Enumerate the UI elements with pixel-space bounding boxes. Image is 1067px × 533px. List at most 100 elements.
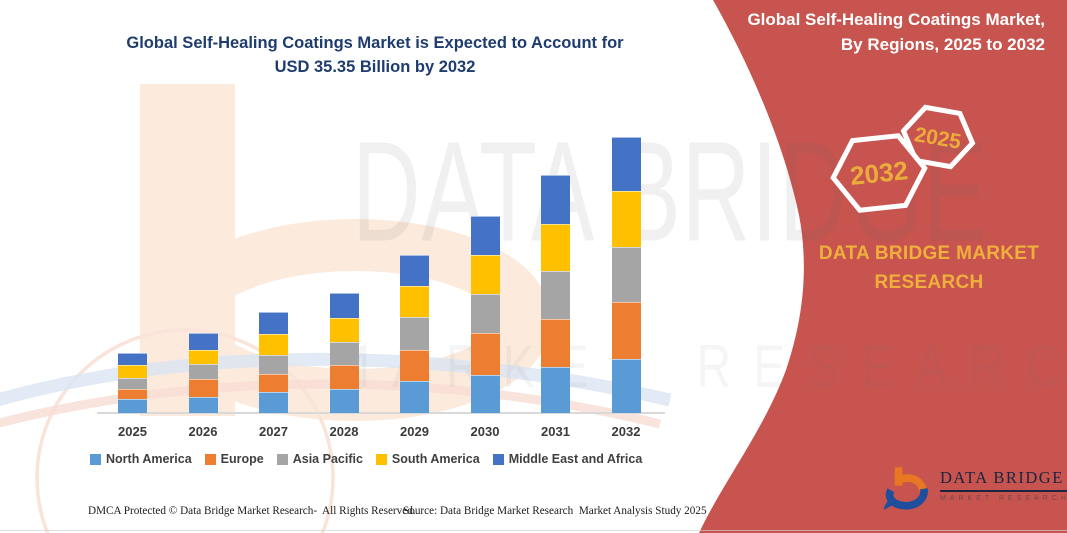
legend-swatch-icon <box>90 453 101 465</box>
bar-segment-north-america <box>470 374 500 413</box>
legend-label: North America <box>106 452 192 466</box>
legend-label: Asia Pacific <box>292 452 363 466</box>
bar-segment-asia-pacific <box>611 247 641 303</box>
x-tick-2030: 2030 <box>471 424 500 439</box>
brand-text-line2: RESEARCH <box>874 271 984 293</box>
footer-source-text: Source: Data Bridge Market Research Mark… <box>403 505 707 517</box>
bar-segment-south-america <box>329 318 359 343</box>
x-tick-label: 2025 <box>118 424 147 439</box>
x-tick-label: 2028 <box>329 424 359 439</box>
x-tick-2025: 2025 <box>118 424 147 439</box>
x-tick-label: 2032 <box>611 424 641 439</box>
brand-text: DATA BRIDGE MARKET RESEARCH <box>788 240 1067 297</box>
bar-2026 <box>188 332 218 413</box>
legend-swatch-icon <box>375 453 387 465</box>
bar-segment-middle-east-and-africa <box>470 215 500 256</box>
bar-segment-north-america <box>541 367 570 413</box>
panel-title-line2: By Regions, 2025 to 2032 <box>840 34 1045 54</box>
x-tick-label: 2027 <box>259 424 288 439</box>
bar-2028 <box>329 293 359 413</box>
bar-segment-north-america <box>118 399 147 413</box>
legend-swatch-icon <box>276 453 288 465</box>
logo-text: DATA BRIDGE MARKET RESEARCH <box>940 460 1067 502</box>
bar-segment-north-america <box>400 380 429 413</box>
chart-title-line1: Global Self-Healing Coatings Market is E… <box>126 34 624 52</box>
logo-b-icon <box>884 467 928 510</box>
hexagon-2025-label: 2025 <box>913 123 963 154</box>
x-tick-2029: 2029 <box>400 424 429 439</box>
panel-title: Global Self-Healing Coatings Market, By … <box>705 8 1045 57</box>
bar-segment-south-america <box>118 365 147 379</box>
bar-segment-middle-east-and-africa <box>118 352 147 366</box>
legend: North America Europe Asia Pacific South Ame… <box>90 452 675 466</box>
legend-label: South America <box>391 452 480 466</box>
bar-segment-south-america <box>470 255 500 295</box>
logo-name: DATA BRIDGE <box>940 468 1067 492</box>
bar-segment-middle-east-and-africa <box>259 312 288 334</box>
x-tick-label: 2030 <box>470 424 500 439</box>
chart-title: Global Self-Healing Coatings Market is E… <box>90 32 660 80</box>
side-panel-shape <box>699 0 1067 533</box>
x-tick-2031: 2031 <box>541 424 570 439</box>
legend-item-asia-pacific: Asia Pacific <box>276 452 363 466</box>
bar-segment-south-america <box>400 285 429 318</box>
x-tick-label: 2026 <box>188 424 218 439</box>
legend-item-south-america: South America <box>375 452 480 466</box>
bar-segment-south-america <box>611 191 641 248</box>
bar-segment-europe <box>188 379 218 397</box>
bar-segment-europe <box>400 350 429 381</box>
chart-title-line2: USD 35.35 Billion by 2032 <box>274 57 476 76</box>
hexagon-2032 <box>830 133 928 213</box>
bar-2032 <box>611 136 641 413</box>
bar-segment-europe <box>611 302 641 359</box>
legend-label: Middle East and Africa <box>508 452 643 466</box>
bar-segment-south-america <box>188 349 218 364</box>
bar-segment-middle-east-and-africa <box>188 332 218 350</box>
legend-item-north-america: North America <box>90 452 192 466</box>
legend-label: Europe <box>220 452 264 466</box>
bar-segment-asia-pacific <box>188 363 218 380</box>
bar-segment-middle-east-and-africa <box>400 254 429 286</box>
bar-segment-north-america <box>188 397 218 413</box>
bar-segment-middle-east-and-africa <box>329 293 359 319</box>
bottom-divider <box>0 530 1067 531</box>
bar-2029 <box>400 254 429 413</box>
legend-swatch-icon <box>492 453 504 465</box>
bar-segment-europe <box>470 333 500 375</box>
x-axis-labels: 2025 2026 2027 2028 2029 2030 2031 2032 <box>118 424 641 439</box>
brand-text-line1: DATA BRIDGE MARKET <box>818 243 1040 264</box>
bar-segment-north-america <box>611 358 641 413</box>
bars <box>118 120 641 413</box>
bar-2030 <box>470 215 500 413</box>
x-tick-2027: 2027 <box>259 424 288 439</box>
bar-2027 <box>259 312 288 413</box>
bar-2031 <box>541 175 570 413</box>
bar-segment-europe <box>259 373 288 392</box>
footer-dmca-text: DMCA Protected © Data Bridge Market Rese… <box>88 505 416 517</box>
bar-segment-north-america <box>259 392 288 413</box>
x-tick-2032: 2032 <box>612 424 641 439</box>
bar-segment-asia-pacific <box>541 270 570 319</box>
bar-segment-europe <box>541 319 570 367</box>
bar-2025 <box>118 352 147 413</box>
hexagon-badges: 2025 2032 <box>830 104 976 213</box>
bar-segment-asia-pacific <box>329 342 359 365</box>
logo-subtitle: MARKET RESEARCH <box>940 495 1067 502</box>
hexagon-2032-label: 2032 <box>849 155 910 191</box>
bar-segment-south-america <box>541 223 570 271</box>
x-tick-2028: 2028 <box>330 424 359 439</box>
bar-segment-asia-pacific <box>400 317 429 351</box>
legend-item-middle-east-and-africa: Middle East and Africa <box>492 452 643 466</box>
bar-segment-middle-east-and-africa <box>611 136 641 192</box>
x-tick-2026: 2026 <box>189 424 218 439</box>
x-tick-label: 2031 <box>541 424 570 439</box>
x-tick-label: 2029 <box>400 424 429 439</box>
panel-title-line1: Global Self-Healing Coatings Market, <box>747 10 1045 29</box>
company-logo: DATA BRIDGE MARKET RESEARCH <box>884 460 1067 522</box>
bar-segment-asia-pacific <box>118 378 147 389</box>
legend-item-europe: Europe <box>204 452 264 466</box>
bar-segment-south-america <box>259 333 288 355</box>
x-axis-line <box>97 412 665 414</box>
bar-segment-europe <box>118 388 147 400</box>
watermark-circle <box>35 328 335 533</box>
